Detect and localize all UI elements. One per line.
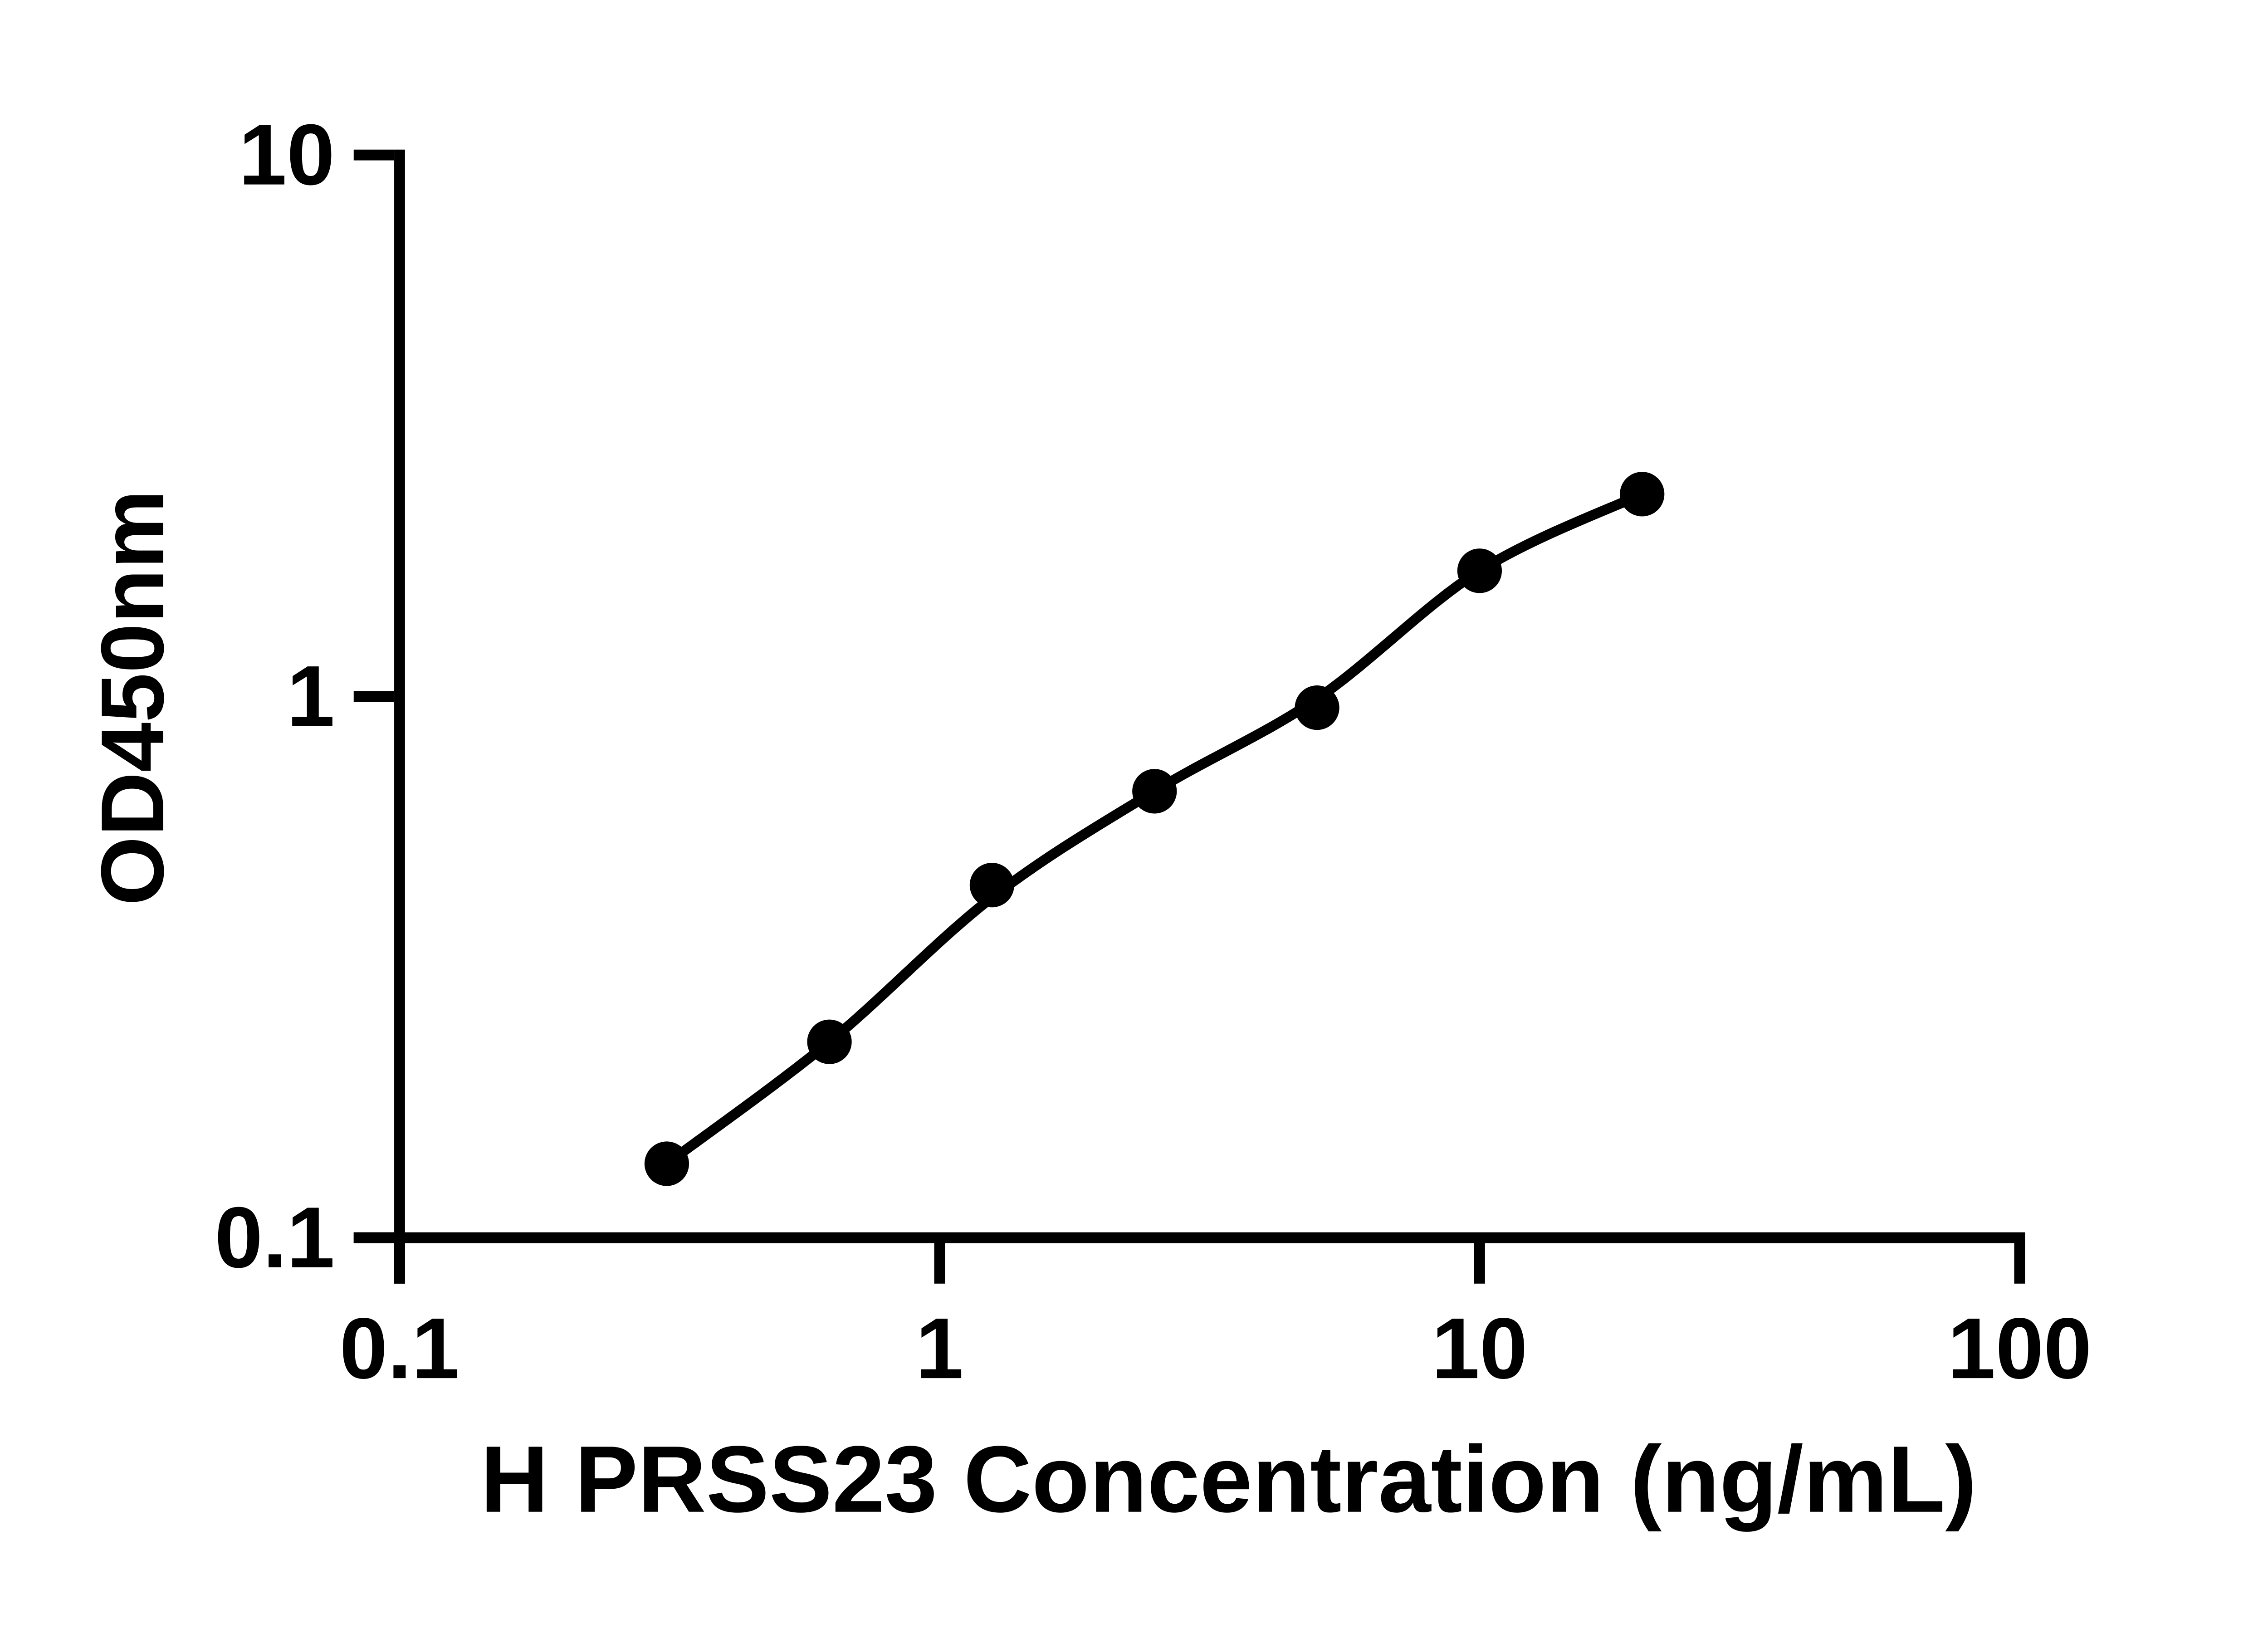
tick-labels: 0.1 1 10 100 0.1 1 10: [215, 107, 2092, 1397]
data-point: [644, 1141, 689, 1186]
plot-background: [0, 6, 2268, 1627]
x-axis-line: [353, 1232, 2025, 1243]
x-tick-mark: [1474, 1243, 1485, 1284]
x-tick-mark: [2014, 1243, 2025, 1284]
x-tick-label: 1: [915, 1301, 963, 1397]
y-axis-title: OD450nm: [83, 490, 182, 906]
y-axis-line: [394, 149, 405, 1284]
data-point: [1132, 769, 1177, 814]
data-point: [969, 863, 1015, 908]
y-tick-label: 0.1: [215, 1190, 335, 1286]
data-point: [1620, 472, 1665, 517]
data-point: [807, 1019, 852, 1064]
x-tick-mark: [934, 1243, 945, 1284]
x-axis-title: H PRSS23 Concentration (ng/mL): [480, 1427, 1977, 1532]
y-tick-label: 10: [239, 107, 335, 203]
y-tick-label: 1: [287, 648, 335, 744]
x-tick-label: 100: [1947, 1301, 2092, 1397]
y-tick-mark: [353, 691, 395, 702]
data-point: [1295, 685, 1339, 730]
data-series: [644, 472, 1665, 1186]
x-tick-label: 0.1: [340, 1301, 460, 1397]
y-tick-mark: [353, 149, 395, 161]
data-point: [1457, 548, 1502, 593]
x-tick-label: 10: [1432, 1301, 1528, 1397]
